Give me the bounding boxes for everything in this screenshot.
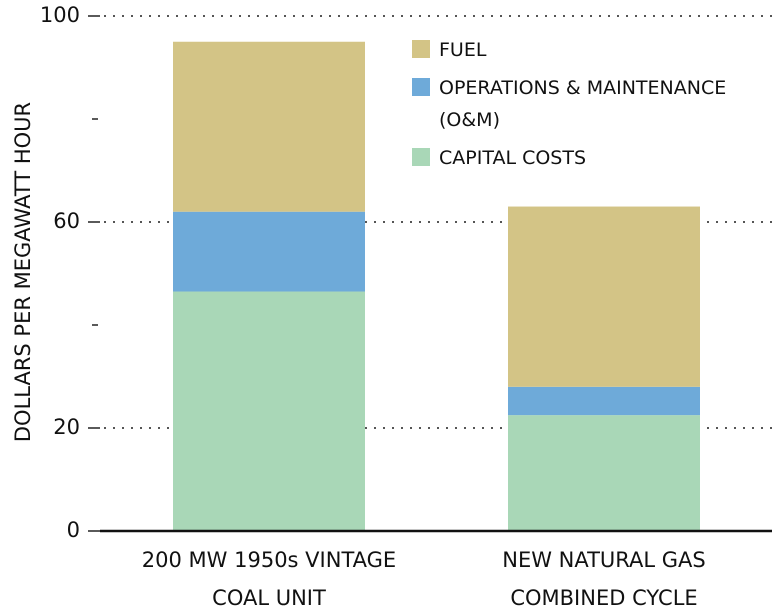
legend-item: OPERATIONS & MAINTENANCE (O&M) — [412, 72, 774, 136]
y-tick-label: 100 — [40, 3, 80, 27]
legend-label: OPERATIONS & MAINTENANCE (O&M) — [439, 77, 727, 131]
legend-label: FUEL — [439, 39, 487, 61]
legend-swatch — [412, 40, 430, 58]
legend: FUEL OPERATIONS & MAINTENANCE (O&M) CAPITA… — [412, 34, 774, 180]
x-tick-label: NEW NATURAL GAS COMBINED CYCLE — [502, 548, 706, 610]
bar-segment — [508, 206, 700, 387]
y-tick-label: 0 — [67, 518, 80, 542]
legend-swatch — [412, 78, 430, 96]
bar-segment — [508, 386, 700, 416]
bar-segment — [173, 41, 365, 212]
bar-segment — [173, 211, 365, 292]
legend-item: CAPITAL COSTS — [412, 142, 774, 174]
legend-label: CAPITAL COSTS — [439, 147, 587, 169]
bar-segment — [173, 291, 365, 531]
y-tick-label: 60 — [53, 209, 80, 233]
legend-swatch — [412, 148, 430, 166]
bar-segment — [508, 415, 700, 531]
legend-item: FUEL — [412, 34, 774, 66]
y-axis-label: DOLLARS PER MEGAWATT HOUR — [11, 102, 35, 442]
x-tick-label: 200 MW 1950s VINTAGE COAL UNIT — [141, 548, 397, 610]
y-tick-label: 20 — [53, 415, 80, 439]
